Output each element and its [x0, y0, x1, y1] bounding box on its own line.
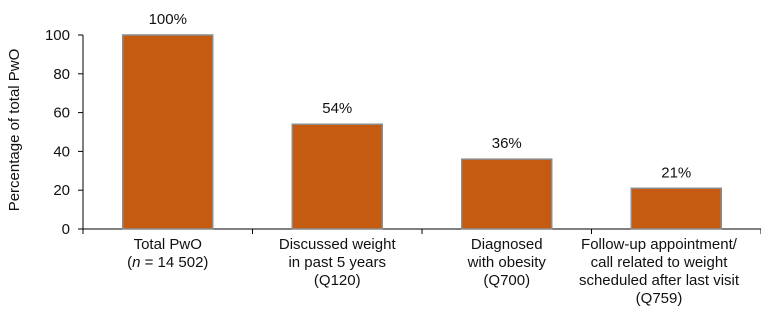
data-label: 54% — [322, 100, 352, 117]
bar — [291, 123, 383, 230]
data-labels: 100% 54% 36% 21% — [149, 11, 692, 181]
data-label: 36% — [492, 135, 522, 152]
bars — [122, 34, 722, 230]
y-tick-label: 80 — [53, 66, 70, 83]
x-tick-label: Follow-up appointment/call related to we… — [578, 236, 740, 307]
x-tick-label: Diagnosed with obesity (Q700) — [467, 236, 546, 289]
data-label: 100% — [149, 11, 187, 28]
y-tick-label: 20 — [53, 182, 70, 199]
y-tick-label: 40 — [53, 143, 70, 160]
data-label: 21% — [661, 164, 691, 181]
x-tick-label: Discussed weight in past 5 years (Q120) — [278, 236, 396, 289]
bar — [122, 34, 214, 230]
bar — [630, 187, 722, 230]
y-tick-label: 60 — [53, 105, 70, 122]
y-tick-label: 100 — [45, 27, 70, 44]
y-tick-label: 0 — [62, 221, 70, 238]
y-axis-label: Percentage of total PwO — [6, 49, 23, 212]
x-tick-label: Total PwO (n = 14 502) — [127, 236, 209, 271]
bar — [461, 158, 553, 230]
